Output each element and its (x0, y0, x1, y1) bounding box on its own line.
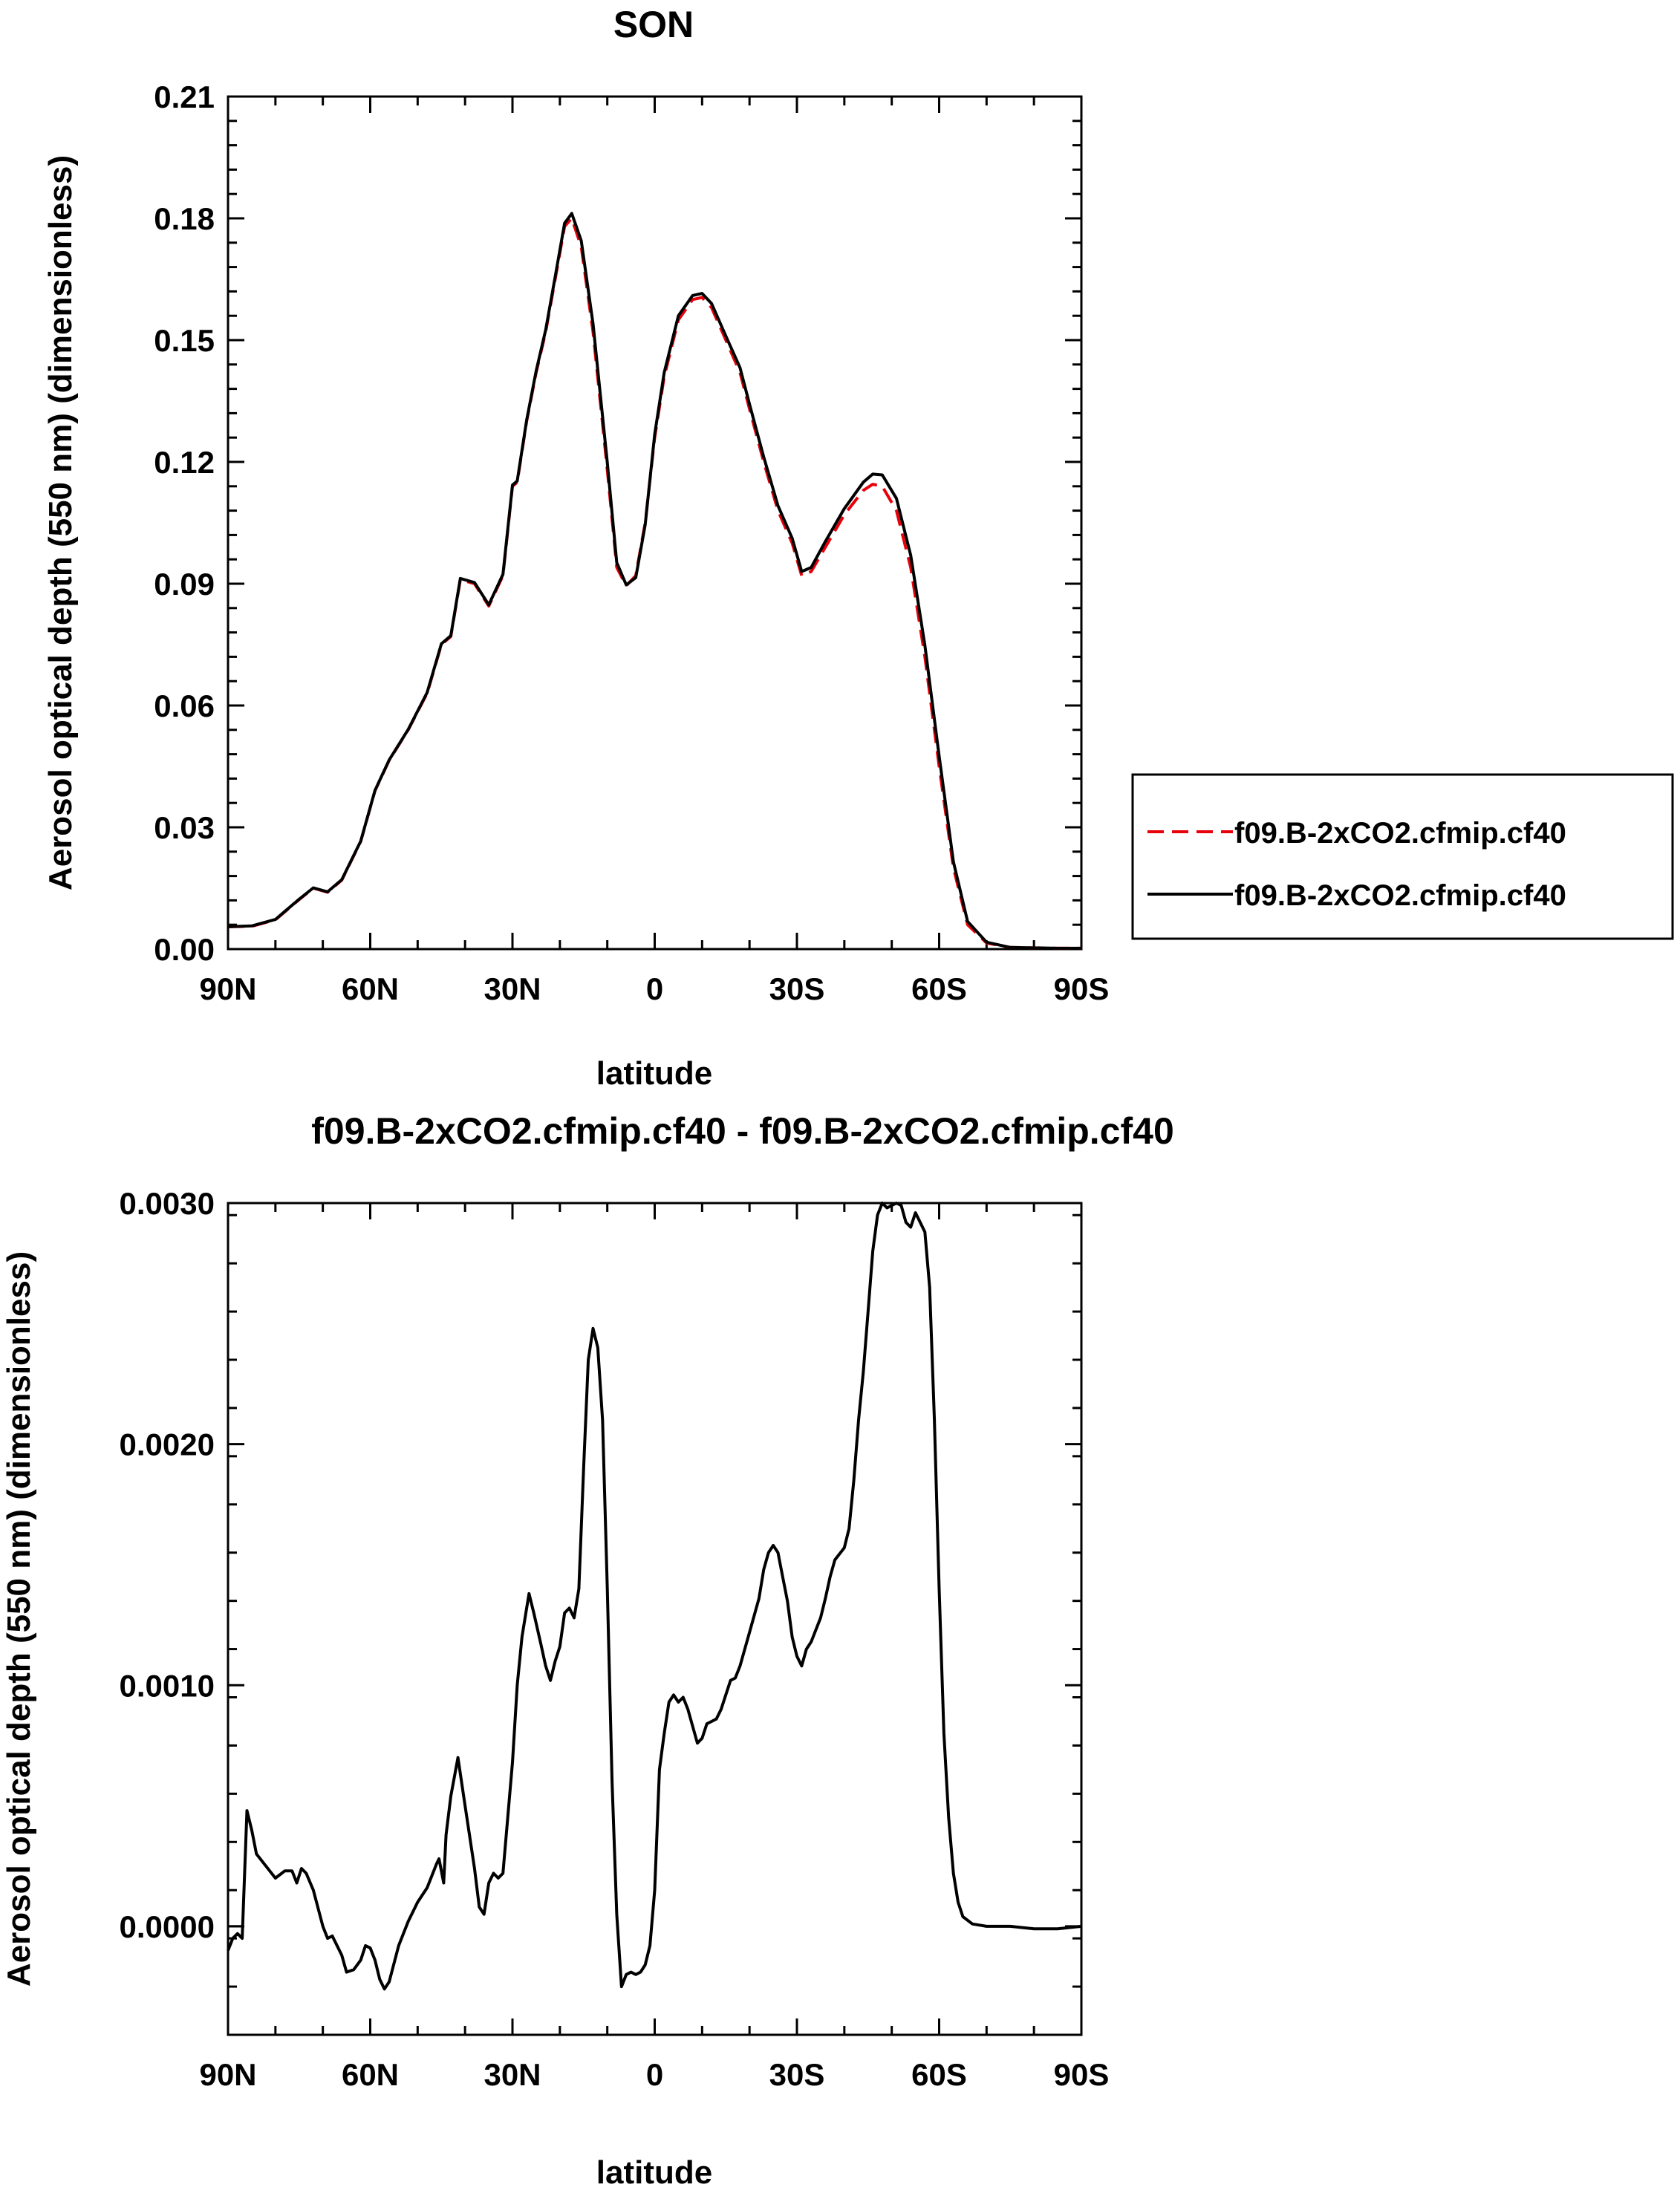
x-tick-label: 90N (199, 971, 256, 1006)
x-tick-label: 90S (1054, 971, 1110, 1006)
chart-title: f09.B-2xCO2.cfmip.cf40 - f09.B-2xCO2.cfm… (311, 1110, 1174, 1152)
legend-box (1131, 773, 1674, 940)
legend-entry-1: f09.B-2xCO2.cfmip.cf40 (1234, 879, 1566, 912)
x-tick-labels: 90N 60N 30N 0 30S 60S 90S (199, 2057, 1109, 2092)
x-tick-label: 60S (911, 2057, 967, 2092)
y-axis-label: Aerosol optical depth (550 nm) (dimensio… (42, 155, 79, 890)
y-tick-labels: 0.00 0.03 0.06 0.09 0.12 0.15 0.18 0.21 (154, 79, 215, 967)
plot-frame (227, 95, 1083, 951)
x-tick-label: 30S (769, 2057, 825, 2092)
y-tick-label: 0.12 (154, 445, 215, 480)
y-tick-label: 0.0020 (120, 1427, 215, 1462)
chart-difference: f09.B-2xCO2.cfmip.cf40 - f09.B-2xCO2.cfm… (1, 1110, 1174, 2191)
y-tick-label: 0.00 (154, 932, 215, 967)
y-tick-label: 0.06 (154, 688, 215, 723)
tick-marks (227, 95, 1083, 951)
x-tick-label: 60S (911, 971, 967, 1006)
series-lines (227, 1202, 1082, 1991)
x-tick-label: 90N (199, 2057, 256, 2092)
chart-title: SON (613, 4, 694, 45)
x-tick-label: 30S (769, 971, 825, 1006)
x-tick-label: 90S (1054, 2057, 1110, 2092)
x-tick-labels: 90N 60N 30N 0 30S 60S 90S (199, 971, 1109, 1006)
x-tick-label: 30N (484, 971, 541, 1006)
y-tick-label: 0.0030 (120, 1186, 215, 1221)
series-line-0 (227, 1202, 1082, 1991)
series-line-1 (227, 212, 1081, 950)
y-tick-label: 0.21 (154, 79, 215, 114)
y-tick-label: 0.03 (154, 810, 215, 845)
y-tick-label: 0.09 (154, 567, 215, 602)
y-tick-labels: 0.0000 0.0010 0.0020 0.0030 (120, 1186, 215, 1944)
x-axis-label: latitude (596, 2154, 712, 2191)
x-tick-label: 30N (484, 2057, 541, 2092)
x-axis-label: latitude (596, 1055, 712, 1092)
x-tick-label: 60N (342, 971, 399, 1006)
tick-marks (227, 1202, 1083, 2036)
chart-son: SON 0.00 0.03 0.06 0.09 0.12 0.15 0.18 0.21 90N… (42, 4, 1674, 1092)
y-tick-label: 0.0010 (120, 1668, 215, 1703)
series-lines (227, 212, 1081, 950)
y-axis-label: Aerosol optical depth (550 nm) (dimensio… (1, 1251, 37, 1987)
y-tick-label: 0.18 (154, 201, 215, 236)
plot-frame (227, 1202, 1083, 2036)
legend: f09.B-2xCO2.cfmip.cf40 f09.B-2xCO2.cfmip… (1131, 773, 1674, 940)
legend-entry-0: f09.B-2xCO2.cfmip.cf40 (1234, 817, 1566, 850)
y-tick-label: 0.15 (154, 323, 215, 358)
x-tick-label: 0 (646, 2057, 663, 2092)
y-tick-label: 0.0000 (120, 1909, 215, 1944)
series-line-0 (227, 217, 1081, 950)
x-tick-label: 60N (342, 2057, 399, 2092)
x-tick-label: 0 (646, 971, 663, 1006)
